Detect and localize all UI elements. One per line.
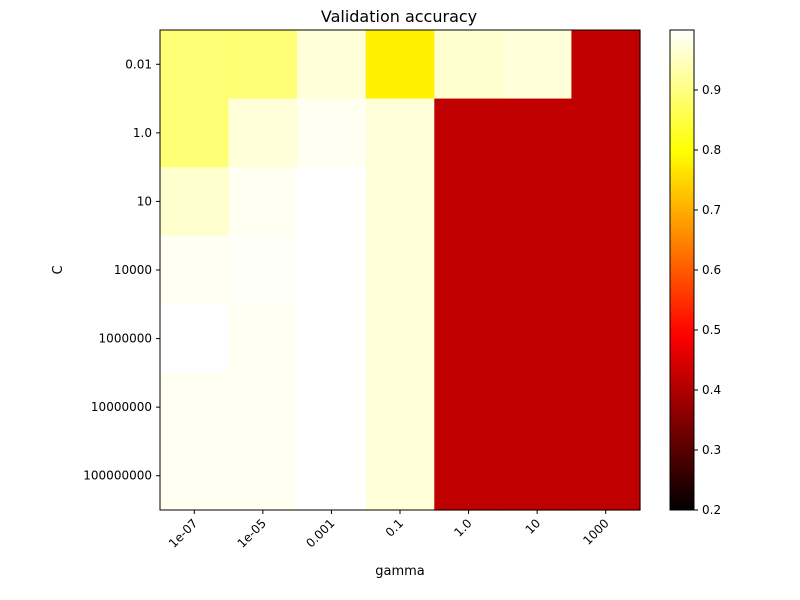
heatmap-cell (571, 30, 641, 100)
heatmap-cell (571, 441, 641, 511)
heatmap-cell (434, 98, 504, 168)
y-axis-label: C (51, 265, 66, 274)
x-tick-label: 1e-07 (166, 516, 200, 550)
heatmap-cell (502, 372, 573, 443)
colorbar: 0.2 0.3 0.4 0.5 0.6 0.7 0.8 0.9 (669, 29, 721, 517)
heatmap-cell (160, 304, 230, 374)
x-tick-label: 10 (523, 516, 544, 537)
heatmap-cell (434, 372, 504, 443)
heatmap-cell (365, 167, 435, 237)
chart-title: Validation accuracy (321, 7, 477, 26)
heatmap-cell (434, 167, 504, 237)
heatmap-cell (160, 372, 230, 443)
heatmap-cell (502, 441, 573, 511)
colorbar-tick-label: 0.4 (702, 383, 721, 397)
heatmap-cell (297, 30, 367, 100)
heatmap-cell (434, 235, 504, 305)
x-tick-label: 1000 (580, 516, 611, 547)
x-axis: 1e-07 1e-05 0.001 0.1 1.0 10 1000 (166, 510, 612, 551)
x-axis-label: gamma (375, 564, 425, 579)
heatmap-cell (502, 30, 573, 100)
heatmap-cell (228, 167, 298, 237)
x-tick-label: 0.001 (303, 516, 337, 550)
colorbar-gradient (669, 29, 695, 511)
heatmap-cell (228, 441, 298, 511)
heatmap-cell (571, 98, 641, 168)
heatmap-cell (297, 304, 367, 374)
heatmap-cell (297, 441, 367, 511)
heatmap-cell (160, 441, 230, 511)
y-tick-label: 1000000 (99, 332, 152, 346)
heatmap-cell (160, 30, 230, 100)
heatmap-cell (228, 30, 298, 100)
heatmap-cell (571, 304, 641, 374)
y-tick-label: 10000 (114, 263, 152, 277)
x-tick-label: 1e-05 (235, 516, 269, 550)
heatmap-cell (502, 235, 573, 305)
heatmap-cell (297, 235, 367, 305)
y-tick-label: 10 (137, 194, 152, 208)
heatmap-cell (502, 304, 573, 374)
x-tick-label: 0.1 (383, 516, 406, 539)
heatmap-cell (434, 304, 504, 374)
heatmap-cell (365, 441, 435, 511)
heatmap-cell (434, 30, 504, 100)
heatmap-cell (571, 167, 641, 237)
heatmap-cell (228, 304, 298, 374)
heatmap-cell (571, 235, 641, 305)
y-tick-label: 1.0 (133, 126, 152, 140)
heatmap-cell (502, 98, 573, 168)
heatmap-cell (571, 372, 641, 443)
heatmap-cell (365, 30, 435, 100)
y-axis: 0.01 1.0 10 10000 1000000 10000000 100000000 (83, 57, 160, 483)
colorbar-tick-label: 0.7 (702, 203, 721, 217)
colorbar-tick-label: 0.3 (702, 443, 721, 457)
heatmap-cell (160, 235, 230, 305)
colorbar-tick-label: 0.6 (702, 263, 721, 277)
colorbar-tick-label: 0.9 (702, 83, 721, 97)
heatmap-cell (365, 98, 435, 168)
heatmap-cell (297, 167, 367, 237)
heatmap-cell (228, 98, 298, 168)
heatmap-cell (297, 372, 367, 443)
heatmap-cell (365, 235, 435, 305)
y-tick-label: 100000000 (83, 469, 152, 483)
heatmap-cell (434, 441, 504, 511)
heatmap-cell (502, 167, 573, 237)
heatmap-cell (160, 167, 230, 237)
heatmap-cell (365, 372, 435, 443)
colorbar-tick-label: 0.8 (702, 143, 721, 157)
heatmap-cells (160, 30, 641, 511)
y-tick-label: 10000000 (91, 400, 152, 414)
colorbar-tick-label: 0.2 (702, 503, 721, 517)
heatmap-cell (160, 98, 230, 168)
heatmap-cell (297, 98, 367, 168)
heatmap-cell (228, 372, 298, 443)
colorbar-tick-label: 0.5 (702, 323, 721, 337)
x-tick-label: 1.0 (451, 516, 474, 539)
y-tick-label: 0.01 (125, 57, 152, 71)
heatmap-cell (228, 235, 298, 305)
heatmap-cell (365, 304, 435, 374)
